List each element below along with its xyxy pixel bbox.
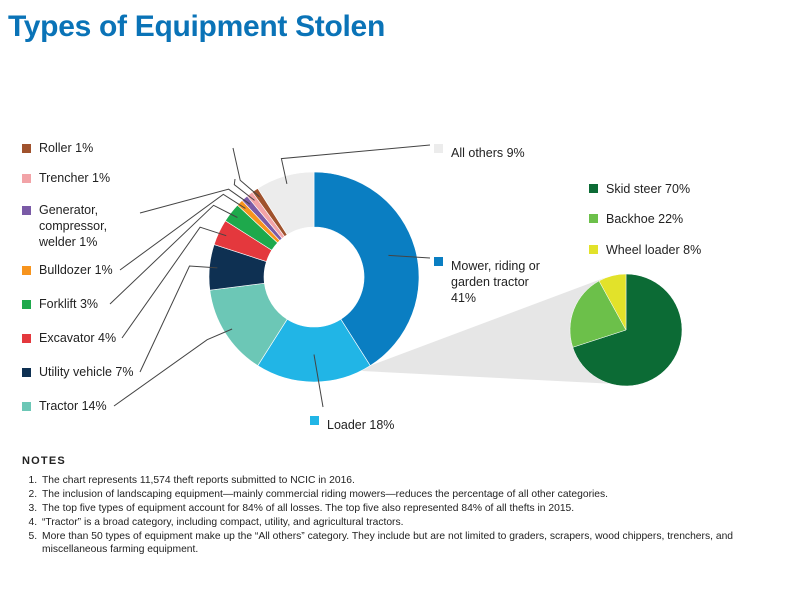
chart-title: Types of Equipment Stolen [8, 10, 385, 43]
slice-label-generator-compressor-welder: Generator, compressor, welder 1% [38, 203, 107, 249]
donut-slice-mower-riding-or-garden-tractor [313, 171, 420, 367]
legend-swatch-skid-steer [589, 184, 598, 193]
main-donut-chart [208, 171, 420, 383]
slice-label-excavator: Excavator 4% [39, 331, 116, 345]
legend-swatch-tractor [22, 402, 31, 411]
leader-line-bulldozer [119, 193, 246, 271]
leader-line-all-others [280, 144, 431, 185]
legend-swatch-all-others [434, 144, 443, 153]
donut-slice-all-others [257, 171, 315, 236]
leader-line-forklift [109, 204, 238, 305]
legend-swatch-excavator [22, 334, 31, 343]
notes-heading: NOTES [22, 455, 66, 467]
leader-line-trencher [233, 178, 255, 201]
slice-label-loader: Loader 18% [327, 418, 394, 432]
pie-slice-skid-steer [572, 273, 683, 387]
legend-swatch-utility-vehicle [22, 368, 31, 377]
legend-label-skid-steer: Skid steer 70% [606, 182, 690, 196]
slice-label-trencher: Trencher 1% [39, 171, 110, 185]
loader-breakdown-pie [569, 273, 683, 387]
legend-swatch-roller [22, 144, 31, 153]
legend-swatch-forklift [22, 300, 31, 309]
legend-swatch-generator-compressor-welder [22, 206, 31, 215]
slice-labels: Mower, riding or garden tractor 41% Loader … [22, 141, 701, 432]
legend-swatch-mower-riding-or-garden-tractor [434, 257, 443, 266]
slice-label-roller: Roller 1% [39, 141, 93, 155]
slice-label-mower-riding-or-garden-tractor: Mower, riding or garden tractor 41% [451, 259, 540, 305]
slice-label-bulldozer: Bulldozer 1% [39, 263, 113, 277]
leader-line-utility-vehicle [139, 265, 218, 373]
pie-slice-backhoe [569, 280, 627, 348]
legend-swatch-bulldozer [22, 266, 31, 275]
legend-swatch-loader [310, 416, 319, 425]
note-item: The chart represents 11,574 theft report… [40, 474, 782, 487]
legend-label-wheel-loader: Wheel loader 8% [606, 243, 701, 257]
leader-line-tractor [113, 328, 233, 407]
leader-line-roller [232, 147, 260, 198]
legend-swatch-trencher [22, 174, 31, 183]
pie-slice-wheel-loader [598, 273, 627, 331]
leader-line-mower-riding-or-garden-tractor [388, 254, 431, 259]
breakdown-connector [257, 278, 616, 384]
legend-swatch-backhoe [589, 214, 598, 223]
slice-label-utility-vehicle: Utility vehicle 7% [39, 365, 133, 379]
leader-line-loader [313, 354, 324, 408]
leader-line-excavator [121, 226, 227, 339]
slice-label-forklift: Forklift 3% [39, 297, 98, 311]
legend-swatch-wheel-loader [589, 245, 598, 254]
slice-label-all-others: All others 9% [451, 146, 525, 160]
leader-lines [109, 144, 431, 408]
note-item: “Tractor” is a broad category, including… [40, 516, 782, 529]
leader-line-generator-compressor-welder [139, 188, 251, 214]
slice-label-tractor: Tractor 14% [39, 399, 107, 413]
notes-list: The chart represents 11,574 theft report… [22, 474, 782, 556]
note-item: The inclusion of landscaping equipment—m… [40, 488, 782, 501]
note-item: More than 50 types of equipment make up … [40, 530, 782, 556]
notes-section: NOTES The chart represents 11,574 theft … [22, 455, 782, 557]
note-item: The top five types of equipment account … [40, 502, 782, 515]
legend-label-backhoe: Backhoe 22% [606, 212, 683, 226]
